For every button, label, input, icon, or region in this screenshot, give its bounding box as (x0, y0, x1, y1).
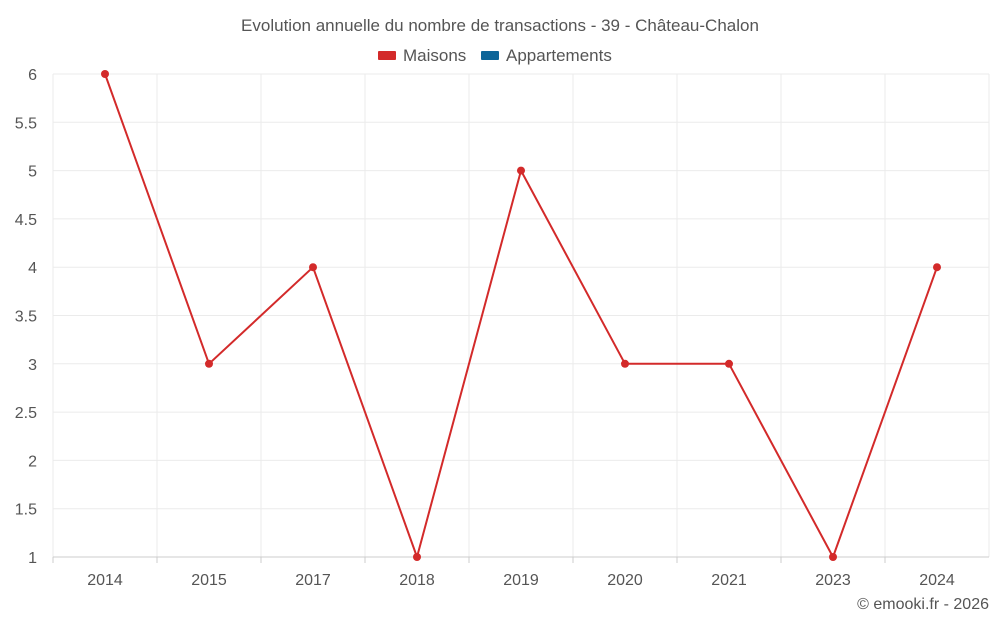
y-tick-label: 4 (28, 260, 37, 277)
maisons-point-2014[interactable] (101, 70, 109, 78)
x-tick-label: 2018 (399, 572, 435, 589)
y-tick-label: 2 (28, 453, 37, 470)
y-tick-label: 1.5 (15, 502, 37, 519)
y-tick-label: 2.5 (15, 405, 37, 422)
y-tick-label: 3.5 (15, 309, 37, 326)
x-tick-label: 2021 (711, 572, 747, 589)
x-axis: 2014 2015 2017 2018 2019 2020 2021 2023 2024 (52, 556, 989, 589)
x-tick-label: 2015 (191, 572, 227, 589)
y-tick-label: 6 (28, 67, 37, 84)
chart-legend: Maisons Appartements (378, 46, 612, 65)
maisons-point-2019[interactable] (517, 166, 525, 175)
x-tick-label: 2023 (815, 572, 851, 589)
x-tick-label: 2017 (295, 572, 331, 589)
maisons-point-2024[interactable] (933, 263, 941, 272)
y-axis: 1 1.5 2 2.5 3 3.5 4 4.5 5 5.5 6 (15, 67, 37, 567)
x-tick-label: 2019 (503, 572, 539, 589)
y-tick-label: 5 (28, 164, 37, 181)
grid-lines (52, 73, 990, 558)
legend-label-appartements: Appartements (506, 46, 612, 65)
credit-text: © emooki.fr - 2026 (857, 596, 989, 613)
series-maisons (101, 70, 941, 561)
y-tick-label: 4.5 (15, 212, 37, 229)
x-tick-label: 2024 (919, 572, 955, 589)
maisons-point-2020[interactable] (621, 359, 629, 368)
y-tick-label: 1 (28, 550, 37, 567)
legend-label-maisons: Maisons (403, 46, 466, 65)
legend-item-maisons[interactable]: Maisons (378, 46, 466, 65)
y-tick-label: 5.5 (15, 115, 37, 132)
maisons-point-2017[interactable] (309, 263, 317, 272)
maisons-point-2023[interactable] (829, 553, 837, 561)
maisons-point-2021[interactable] (725, 359, 733, 368)
x-tick-label: 2020 (607, 572, 643, 589)
y-tick-label: 3 (28, 357, 37, 374)
legend-swatch-appartements (481, 51, 499, 60)
maisons-point-2018[interactable] (413, 553, 421, 561)
maisons-point-2015[interactable] (205, 359, 213, 368)
chart-title: Evolution annuelle du nombre de transact… (241, 16, 759, 35)
legend-swatch-maisons (378, 51, 396, 60)
legend-item-appartements[interactable]: Appartements (481, 46, 612, 65)
x-tick-label: 2014 (87, 572, 123, 589)
